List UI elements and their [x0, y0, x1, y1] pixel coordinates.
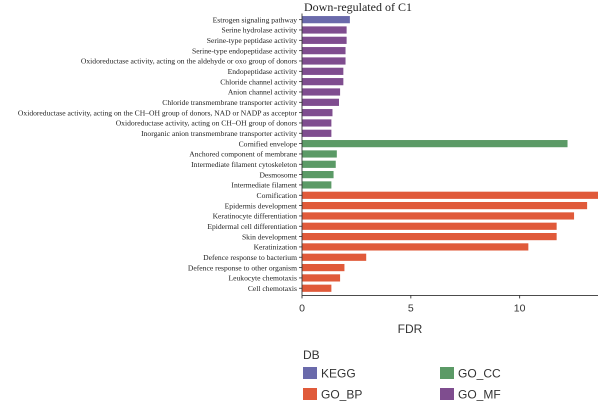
legend-title: DB	[303, 348, 320, 362]
bar-9	[302, 109, 333, 117]
legend-swatch-go-mf	[440, 388, 454, 400]
x-tick-label: 5	[408, 302, 414, 314]
bar-1	[302, 26, 347, 34]
bar-25	[302, 274, 341, 282]
bar-24	[302, 263, 345, 272]
category-label: Serine hydrolase activity	[222, 26, 298, 35]
category-label: Epidermis development	[225, 201, 298, 210]
bar-11	[302, 129, 332, 137]
category-label: Defence response to other organism	[188, 263, 297, 272]
category-label: Epidermal cell differentiation	[207, 222, 297, 231]
category-label: Oxidoreductase activity, acting on the C…	[18, 108, 298, 117]
bar-4	[302, 57, 346, 65]
bar-5	[302, 67, 344, 75]
category-label: Cell chemotaxis	[248, 284, 297, 293]
bar-22	[302, 243, 529, 251]
legend: DB KEGG GO_CC GO_BP GO_MF	[303, 348, 501, 401]
category-label: Defence response to bacterium	[203, 253, 297, 262]
category-label: Chloride channel activity	[220, 77, 297, 86]
bar-0	[302, 16, 350, 24]
bar-2	[302, 36, 347, 44]
chart-title: Down-regulated of C1	[304, 0, 412, 14]
category-label: Intermediate filament	[231, 181, 297, 190]
category-label: Cornification	[257, 191, 298, 200]
legend-swatch-go-cc	[440, 367, 454, 379]
bar-13	[302, 150, 337, 158]
bar-6	[302, 78, 344, 86]
legend-label: KEGG	[321, 367, 356, 381]
category-label: Serine-type peptidase activity	[207, 36, 297, 45]
bar-8	[302, 98, 339, 106]
category-label: Estrogen signaling pathway	[213, 15, 298, 24]
bar-26	[302, 284, 332, 292]
category-label: Oxidoreductase activity, acting on the a…	[81, 57, 297, 66]
category-label: Endopeptidase activity	[228, 67, 298, 76]
category-label: Leukocyte chemotaxis	[228, 274, 297, 283]
bar-23	[302, 253, 367, 261]
bar-21	[302, 233, 557, 241]
category-labels: Estrogen signaling pathway Serine hydrola…	[18, 15, 298, 293]
bar-10	[302, 119, 332, 127]
bar-16	[302, 181, 332, 189]
category-label: Serine-type endopeptidase activity	[192, 46, 297, 55]
legend-label: GO_BP	[321, 388, 362, 401]
category-label: Desmosome	[259, 170, 297, 179]
bar-20	[302, 222, 557, 230]
category-label: Inorganic anion transmembrane transporte…	[141, 129, 297, 138]
bars-layer	[302, 16, 598, 292]
legend-swatch-go-bp	[303, 388, 317, 400]
category-label: Skin development	[242, 232, 298, 241]
x-tick-label: 0	[299, 302, 305, 314]
bar-14	[302, 160, 336, 168]
bar-17	[302, 191, 598, 199]
category-label: Keratinization	[254, 243, 298, 252]
bar-19	[302, 212, 575, 220]
x-tick-label: 10	[514, 302, 526, 314]
category-label: Oxidoreductase activity, acting on CH–OH…	[116, 119, 297, 128]
category-label: Cornified envelope	[239, 139, 298, 148]
legend-swatch-kegg	[303, 367, 317, 379]
legend-label: GO_CC	[458, 367, 501, 381]
bar-15	[302, 171, 334, 179]
category-label: Anchored component of membrane	[189, 150, 297, 159]
category-label: Keratinocyte differentiation	[213, 212, 298, 221]
category-label: Anion channel activity	[228, 88, 297, 97]
category-label: Chloride transmembrane transporter activ…	[162, 98, 297, 107]
bar-18	[302, 202, 588, 210]
x-axis: 0 5 10	[299, 13, 598, 314]
legend-label: GO_MF	[458, 388, 501, 401]
bar-7	[302, 88, 341, 96]
bar-3	[302, 47, 346, 55]
bar-12	[302, 140, 568, 148]
category-label: Intermediate filament cytoskeleton	[191, 160, 297, 169]
x-axis-title: FDR	[398, 322, 423, 336]
